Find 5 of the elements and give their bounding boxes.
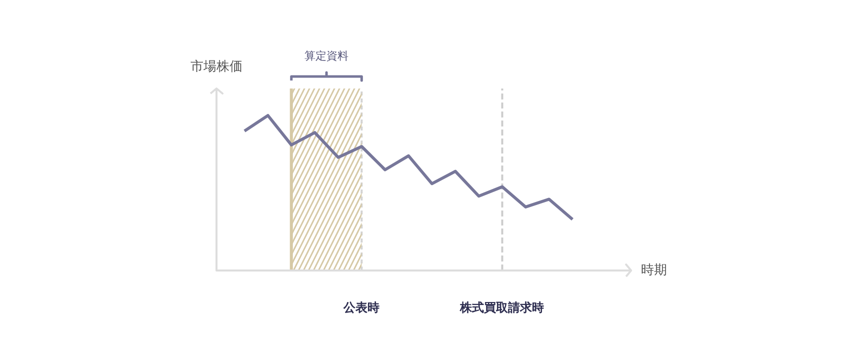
y-axis-title: 市場株価 xyxy=(190,60,242,74)
text: 算定資料 xyxy=(304,50,349,62)
x-axis-title: 時期 xyxy=(641,263,668,278)
x-tick-label: 公表時 xyxy=(342,300,380,314)
x-tick-label: 株式買取請求時 xyxy=(459,300,544,314)
